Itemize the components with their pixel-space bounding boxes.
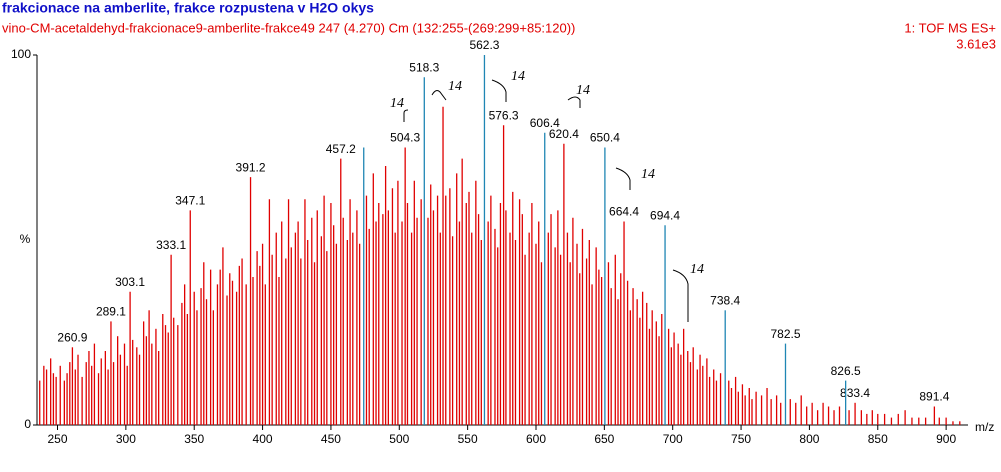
x-tick-label: 800 bbox=[799, 432, 819, 446]
bracket bbox=[567, 96, 581, 108]
bracket bbox=[431, 90, 447, 101]
peak-label: 664.4 bbox=[609, 205, 639, 219]
peak-label: 782.5 bbox=[770, 327, 800, 341]
annotation: 14 bbox=[390, 96, 404, 111]
peak-label: 518.3 bbox=[409, 60, 439, 74]
intensity-label: 3.61e3 bbox=[956, 36, 996, 51]
annotation: 14 bbox=[641, 167, 655, 182]
x-tick-label: 450 bbox=[321, 432, 341, 446]
x-tick-label: 500 bbox=[389, 432, 409, 446]
x-axis-label: m/z bbox=[975, 420, 994, 434]
peak-label: 504.3 bbox=[390, 131, 420, 145]
peak-label: 289.1 bbox=[96, 305, 126, 319]
peak-label: 562.3 bbox=[469, 38, 499, 52]
peak-label: 260.9 bbox=[57, 330, 87, 344]
peak-label: 826.5 bbox=[831, 364, 861, 378]
x-tick-label: 750 bbox=[731, 432, 751, 446]
y-tick-label: 0 bbox=[24, 417, 31, 431]
peak-label: 576.3 bbox=[489, 108, 519, 122]
peak-label: 457.2 bbox=[326, 142, 356, 156]
peak-label: 650.4 bbox=[590, 131, 620, 145]
annotation: 14 bbox=[448, 79, 462, 94]
peak-label: 620.4 bbox=[549, 127, 579, 141]
x-tick-label: 900 bbox=[936, 432, 956, 446]
y-axis-label: % bbox=[20, 232, 31, 246]
bracket bbox=[403, 109, 409, 122]
x-tick-label: 250 bbox=[47, 432, 67, 446]
x-tick-label: 400 bbox=[253, 432, 273, 446]
instrument-label: 1: TOF MS ES+ bbox=[904, 20, 996, 35]
peak-label: 694.4 bbox=[650, 208, 680, 222]
chart-subtitle: vino-CM-acetaldehyd-frakcionace9-amberli… bbox=[2, 20, 575, 35]
bracket bbox=[491, 79, 507, 102]
peak-label: 833.4 bbox=[840, 386, 870, 400]
peak-label: 303.1 bbox=[115, 275, 145, 289]
bracket bbox=[615, 167, 631, 190]
annotation: 14 bbox=[690, 262, 704, 277]
peak-label: 333.1 bbox=[156, 238, 186, 252]
chart-title: frakcionace na amberlite, frakce rozpust… bbox=[2, 0, 374, 16]
bracket bbox=[672, 269, 689, 322]
x-tick-label: 700 bbox=[663, 432, 683, 446]
x-tick-label: 550 bbox=[458, 432, 478, 446]
peak-label: 738.4 bbox=[710, 293, 740, 307]
peak-label: 391.2 bbox=[236, 160, 266, 174]
x-tick-label: 350 bbox=[184, 432, 204, 446]
annotation: 14 bbox=[576, 83, 590, 98]
y-tick-label: 100 bbox=[11, 47, 31, 61]
peak-label: 891.4 bbox=[919, 390, 949, 404]
x-tick-label: 300 bbox=[116, 432, 136, 446]
x-tick-label: 650 bbox=[594, 432, 614, 446]
peak-label: 347.1 bbox=[175, 194, 205, 208]
annotation: 14 bbox=[511, 69, 525, 84]
peak-label: 606.4 bbox=[530, 116, 560, 130]
x-tick-label: 850 bbox=[868, 432, 888, 446]
x-tick-label: 600 bbox=[526, 432, 546, 446]
